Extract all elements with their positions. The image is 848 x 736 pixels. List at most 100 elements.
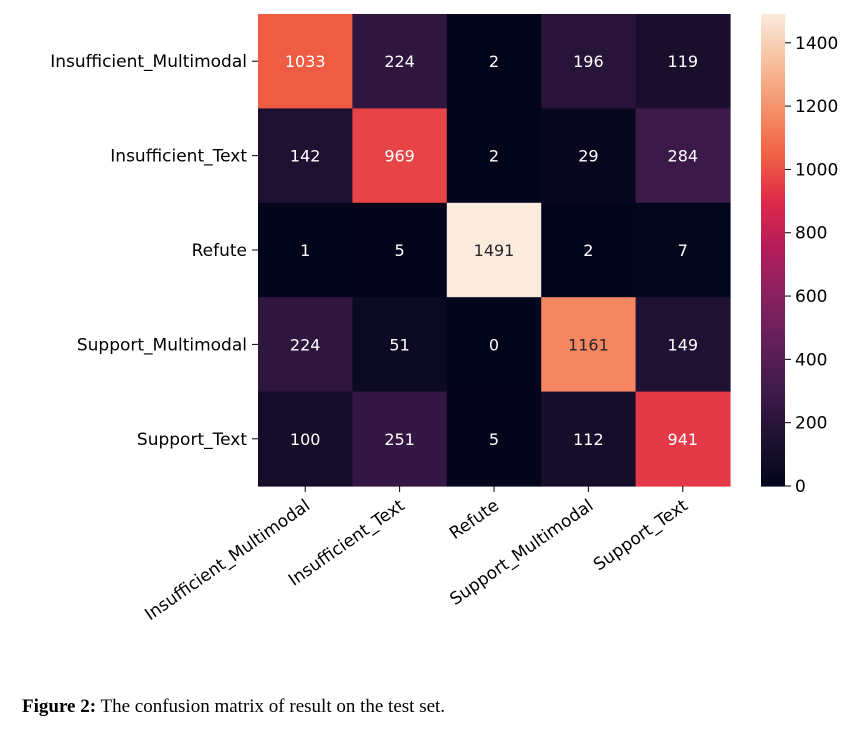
colorbar-segment	[761, 482, 785, 487]
colorbar-segment	[761, 155, 785, 161]
colorbar-segment	[761, 57, 785, 62]
cell-value-label: 0	[489, 335, 499, 354]
colorbar-segment	[761, 462, 785, 467]
colorbar-segment	[761, 309, 785, 314]
colorbar-segment	[761, 124, 785, 129]
cell-value-label: 1491	[474, 241, 515, 260]
colorbar-segment	[761, 29, 785, 35]
colorbar-segment	[761, 159, 785, 165]
colorbar-segment	[761, 312, 785, 318]
colorbar-segment	[761, 289, 785, 294]
colorbar-segment	[761, 478, 785, 483]
colorbar-segment	[761, 411, 785, 416]
colorbar-segment	[761, 198, 785, 204]
colorbar-segment	[761, 395, 785, 401]
colorbar-segment	[761, 230, 785, 235]
colorbar-segment	[761, 474, 785, 479]
colorbar-tick-label: 400	[795, 350, 827, 370]
column-tick-label: Refute	[446, 496, 503, 544]
colorbar-segment	[761, 120, 785, 125]
colorbar-segment	[761, 210, 785, 216]
colorbar-segment	[761, 214, 785, 220]
colorbar-segment	[761, 151, 785, 157]
colorbar-segment	[761, 387, 785, 393]
cell-value-label: 1	[300, 241, 310, 260]
colorbar-segment	[761, 305, 785, 310]
colorbar-segment	[761, 179, 785, 184]
colorbar-segment	[761, 80, 785, 86]
heatmap-cell	[446, 108, 542, 204]
colorbar-segment	[761, 454, 785, 460]
colorbar-segment	[761, 470, 785, 475]
colorbar-segment	[761, 277, 785, 283]
heatmap-cell	[541, 391, 637, 487]
colorbar-segment	[761, 364, 785, 369]
cell-value-label: 941	[668, 430, 699, 449]
colorbar-segment	[761, 427, 785, 432]
colorbar-tick-label: 800	[795, 224, 827, 244]
colorbar-segment	[761, 76, 785, 82]
colorbar-segment	[761, 139, 785, 145]
heatmap-cell	[635, 202, 731, 298]
colorbar-segment	[761, 293, 785, 298]
caption-text: The confusion matrix of result on the te…	[100, 696, 446, 717]
colorbar-segment	[761, 344, 785, 349]
colorbar-segment	[761, 25, 785, 31]
cell-value-label: 969	[384, 147, 415, 166]
colorbar-segment	[761, 371, 785, 377]
row-tick-label: Refute	[192, 241, 247, 261]
colorbar-segment	[761, 96, 785, 102]
colorbar-segment	[761, 285, 785, 290]
colorbar-segment	[761, 261, 785, 267]
colorbar-segment	[761, 434, 785, 440]
colorbar-segment	[761, 466, 785, 471]
colorbar-segment	[761, 167, 785, 172]
colorbar-segment	[761, 415, 785, 420]
heatmap-cell	[635, 14, 731, 109]
colorbar-segment	[761, 194, 785, 200]
colorbar-segment	[761, 442, 785, 448]
colorbar-segment	[761, 399, 785, 404]
colorbar-segment	[761, 202, 785, 208]
heatmap-cell	[446, 14, 542, 109]
heatmap-cell	[258, 14, 353, 109]
heatmap-cell	[541, 297, 637, 393]
heatmap-cell	[541, 14, 637, 109]
colorbar-segment	[761, 143, 785, 149]
colorbar-segment	[761, 340, 785, 345]
colorbar-segment	[761, 135, 785, 141]
colorbar-segment	[761, 250, 785, 255]
colorbar-segment	[761, 383, 785, 389]
colorbar-segment	[761, 257, 785, 263]
colorbar-segment	[761, 407, 785, 412]
cell-value-label: 284	[668, 147, 699, 166]
colorbar-segment	[761, 108, 785, 113]
colorbar-segment	[761, 84, 785, 90]
row-tick-label: Support_Text	[137, 430, 247, 450]
colorbar-segment	[761, 33, 785, 39]
colorbar-segment	[761, 65, 785, 70]
row-tick-label: Support_Multimodal	[77, 335, 247, 355]
cell-value-label: 2	[489, 147, 499, 166]
cell-value-label: 51	[389, 335, 409, 354]
colorbar-segment	[761, 183, 785, 188]
colorbar-segment	[761, 450, 785, 456]
cell-value-label: 100	[290, 430, 321, 449]
heatmap-cell	[635, 391, 731, 487]
colorbar-segment	[761, 253, 785, 259]
cell-value-label: 149	[668, 335, 699, 354]
colorbar-segment	[761, 430, 785, 436]
colorbar-segment	[761, 218, 785, 224]
heatmap-cell	[446, 391, 542, 487]
colorbar-segment	[761, 316, 785, 322]
colorbar-segment	[761, 49, 785, 54]
cell-value-label: 2	[489, 52, 499, 71]
colorbar-segment	[761, 147, 785, 153]
heatmap-cell	[352, 108, 448, 204]
colorbar-segment	[761, 45, 785, 50]
colorbar-tick-label: 200	[795, 414, 827, 434]
colorbar-segment	[761, 265, 785, 271]
colorbar-segment	[761, 281, 785, 286]
colorbar-segment	[761, 191, 785, 196]
